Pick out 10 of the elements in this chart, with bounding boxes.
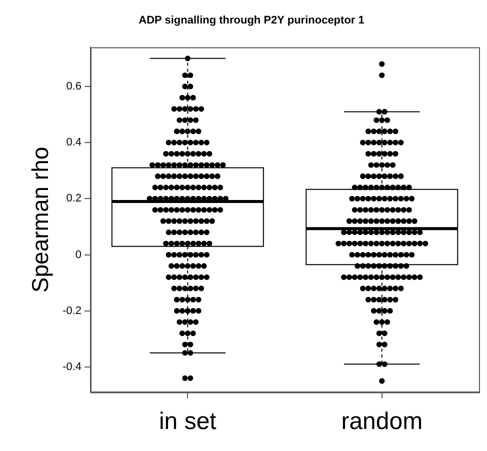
y-tick-label: -0.4	[62, 360, 82, 373]
y-tick-label: 0.4	[66, 136, 82, 149]
y-tick-label: 0.6	[66, 80, 82, 92]
x-tick-label: random	[341, 408, 423, 436]
y-tick-label: 0.2	[66, 192, 82, 205]
chart-title: ADP signalling through P2Y purinoceptor 1	[138, 14, 364, 27]
y-axis-title: Spearman rho	[27, 146, 54, 293]
y-tick-label: -0.2	[62, 304, 82, 317]
y-tick-label: 0	[75, 248, 82, 261]
x-tick-label: in set	[158, 408, 217, 436]
